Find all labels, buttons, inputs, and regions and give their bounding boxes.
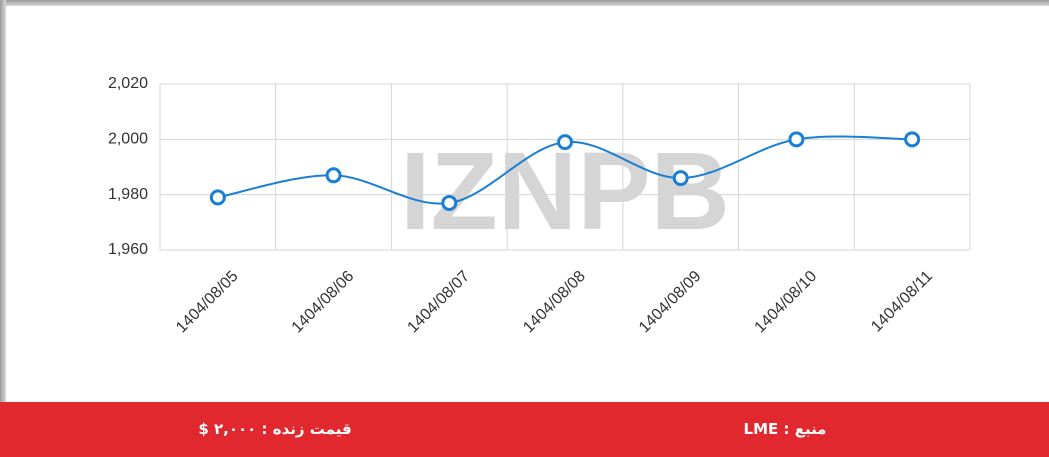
point xyxy=(209,189,226,206)
x-tick-label: 1404/08/10 xyxy=(752,268,821,337)
x-tick-label: 1404/08/06 xyxy=(289,268,358,337)
x-tick-label: 1404/08/05 xyxy=(173,268,242,337)
x-tick-label: 1404/08/11 xyxy=(868,268,936,336)
footer: قیمت زنده : ۲,۰۰۰ $ منبع : LME xyxy=(0,402,1049,457)
x-tick-label: 1404/08/07 xyxy=(404,268,473,337)
y-tick-label: 2,020 xyxy=(108,75,148,92)
y-tick-label: 1,980 xyxy=(108,186,148,203)
price: قیمت زنده : ۲,۰۰۰ $ xyxy=(198,420,352,438)
y-tick-label: 1,960 xyxy=(108,241,148,258)
watermark: IZNPB xyxy=(400,130,730,253)
point xyxy=(557,134,573,151)
source: منبع : LME xyxy=(743,420,827,438)
frame xyxy=(0,0,1049,6)
point xyxy=(672,170,689,187)
point xyxy=(788,131,805,148)
chart: IZNPB 1,960 1,980 2,000 2,020 1404/08/05 1404… xyxy=(108,75,971,337)
point xyxy=(441,194,458,211)
x-tick-label: 1404/08/08 xyxy=(520,268,589,337)
x-tick-label: 1404/08/09 xyxy=(636,268,705,337)
point xyxy=(325,167,342,184)
y-tick-label: 2,000 xyxy=(108,131,148,148)
point xyxy=(904,131,921,148)
frame xyxy=(0,0,6,402)
